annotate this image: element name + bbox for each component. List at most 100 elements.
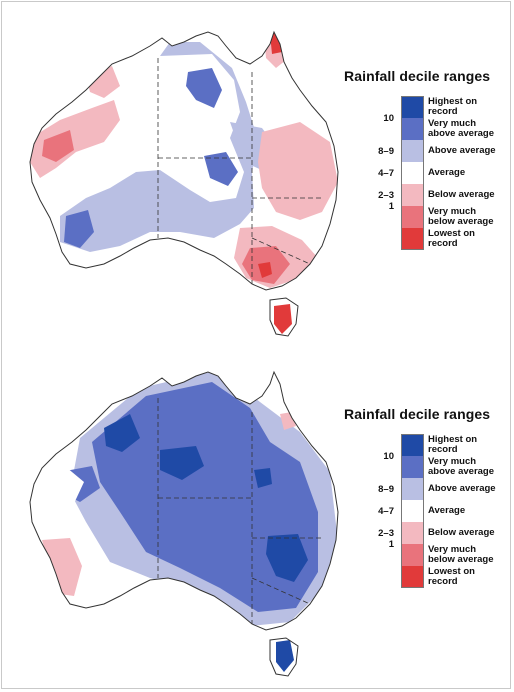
legend-swatch — [401, 184, 424, 206]
legend-row: 4–7 Average — [344, 162, 509, 184]
legend-row: 8–9 Above average — [344, 140, 509, 162]
legend-title: Rainfall decile ranges — [344, 68, 491, 84]
highest-on-record-region — [160, 446, 204, 480]
legend-swatch — [401, 544, 424, 566]
legend-row: 4–7 Average — [344, 500, 509, 522]
very-much-above-region — [92, 382, 318, 612]
legend-label-line-1: Average — [428, 167, 466, 178]
legend-swatch — [401, 96, 424, 118]
highest-on-record-region — [266, 534, 308, 582]
legend-decile: 10 — [383, 451, 394, 462]
legend-swatch — [401, 478, 424, 500]
legend-row: Lowest on record — [344, 566, 509, 588]
legend-label-line-1: Very much — [428, 456, 477, 467]
lowest-on-record-region — [274, 304, 292, 334]
legend-swatch — [401, 522, 424, 544]
highest-on-record-region — [104, 414, 140, 452]
legend-label: Average — [428, 506, 508, 516]
legend-label-line-1: Very much — [428, 206, 477, 217]
legend-swatch — [401, 566, 424, 588]
legend-label: Lowest on record — [428, 567, 508, 586]
legend-row: 8–9 Above average — [344, 478, 509, 500]
legend-swatch — [401, 500, 424, 522]
highest-on-record-region — [276, 640, 294, 672]
legend-label-line-2: below average — [428, 215, 494, 227]
legend-decile: 2–3 — [378, 190, 394, 201]
legend-row: 1 Very much below average — [344, 201, 509, 228]
legend-row: 10 Very much above average — [344, 113, 509, 140]
legend-label-line-1: Highest on — [428, 96, 478, 107]
legend-row: Lowest on record — [344, 228, 509, 250]
australia-rainfall-map-top — [29, 30, 339, 337]
legend-label: Very much above average — [428, 119, 508, 138]
below-average-region — [42, 538, 82, 596]
legend-swatch — [401, 206, 424, 228]
legend-decile: 1 — [388, 539, 394, 550]
legend-title: Rainfall decile ranges — [344, 406, 491, 422]
coastline-top — [29, 30, 339, 337]
legend-label-line-1: Below average — [428, 189, 495, 200]
legend-rows: Highest on record 10 Very much above average… — [344, 96, 509, 250]
legend-swatch — [401, 118, 424, 140]
very-much-above-region — [204, 152, 238, 186]
legend-label: Highest on record — [428, 435, 508, 454]
legend-decile: 1 — [388, 201, 394, 212]
legend-swatch — [401, 456, 424, 478]
australia-rainfall-map-bottom — [29, 370, 339, 677]
above-average-region — [60, 42, 258, 252]
legend-swatch — [401, 434, 424, 456]
legend-label-line-1: Below average — [428, 527, 495, 538]
legend-row: Highest on record — [344, 434, 509, 456]
legend-label: Above average — [428, 146, 508, 156]
legend-label: Very much below average — [428, 545, 508, 564]
legend-label: Highest on record — [428, 97, 508, 116]
highest-on-record-region — [254, 468, 272, 488]
legend-label-line-1: Above average — [428, 483, 496, 494]
very-much-above-region — [64, 210, 94, 248]
legend-bottom: Rainfall decile ranges Highest on record 1… — [344, 406, 509, 588]
legend-label-line-1: Very much — [428, 118, 477, 129]
legend-decile: 4–7 — [378, 168, 394, 179]
legend-row: 1 Very much below average — [344, 539, 509, 566]
rainfall-panel-bottom: Rainfall decile ranges Highest on record 1… — [0, 342, 514, 682]
legend-decile: 2–3 — [378, 528, 394, 539]
legend-rows: Highest on record 10 Very much above average… — [344, 434, 509, 588]
legend-row: 2–3 Below average — [344, 184, 509, 206]
legend-label-line-1: Highest on — [428, 434, 478, 445]
state-borders-bottom — [157, 398, 322, 624]
legend-label: Very much above average — [428, 457, 508, 476]
very-much-above-region — [300, 398, 316, 420]
average-region — [30, 462, 84, 542]
legend-label: Lowest on record — [428, 229, 508, 248]
legend-row: 2–3 Below average — [344, 522, 509, 544]
legend-label: Very much below average — [428, 207, 508, 226]
legend-label: Below average — [428, 190, 508, 200]
legend-decile: 8–9 — [378, 146, 394, 157]
legend-label-line-2: above average — [428, 127, 495, 139]
legend-row: Highest on record — [344, 96, 509, 118]
legend-label-line-2: record — [428, 575, 458, 587]
legend-label-line-2: record — [428, 443, 458, 455]
legend-decile: 8–9 — [378, 484, 394, 495]
legend-swatch — [401, 140, 424, 162]
legend-label-line-2: below average — [428, 553, 494, 565]
coastline-bottom — [29, 370, 339, 677]
legend-label: Below average — [428, 528, 508, 538]
legend-label-line-1: Average — [428, 505, 466, 516]
legend-label-line-1: Very much — [428, 544, 477, 555]
legend-decile: 4–7 — [378, 506, 394, 517]
legend-swatch — [401, 162, 424, 184]
legend-label: Above average — [428, 484, 508, 494]
legend-label-line-2: above average — [428, 465, 495, 477]
lowest-on-record-region — [258, 262, 272, 278]
legend-row: 10 Very much above average — [344, 451, 509, 478]
legend-top: Rainfall decile ranges Highest on record 1… — [344, 68, 509, 250]
very-much-above-region — [186, 68, 222, 108]
state-borders-top — [157, 58, 322, 284]
legend-label-line-1: Lowest on — [428, 566, 475, 577]
legend-label-line-2: record — [428, 105, 458, 117]
legend-swatch — [401, 228, 424, 250]
rainfall-panel-top: Rainfall decile ranges Highest on record 1… — [0, 2, 514, 342]
below-average-region — [258, 122, 338, 220]
